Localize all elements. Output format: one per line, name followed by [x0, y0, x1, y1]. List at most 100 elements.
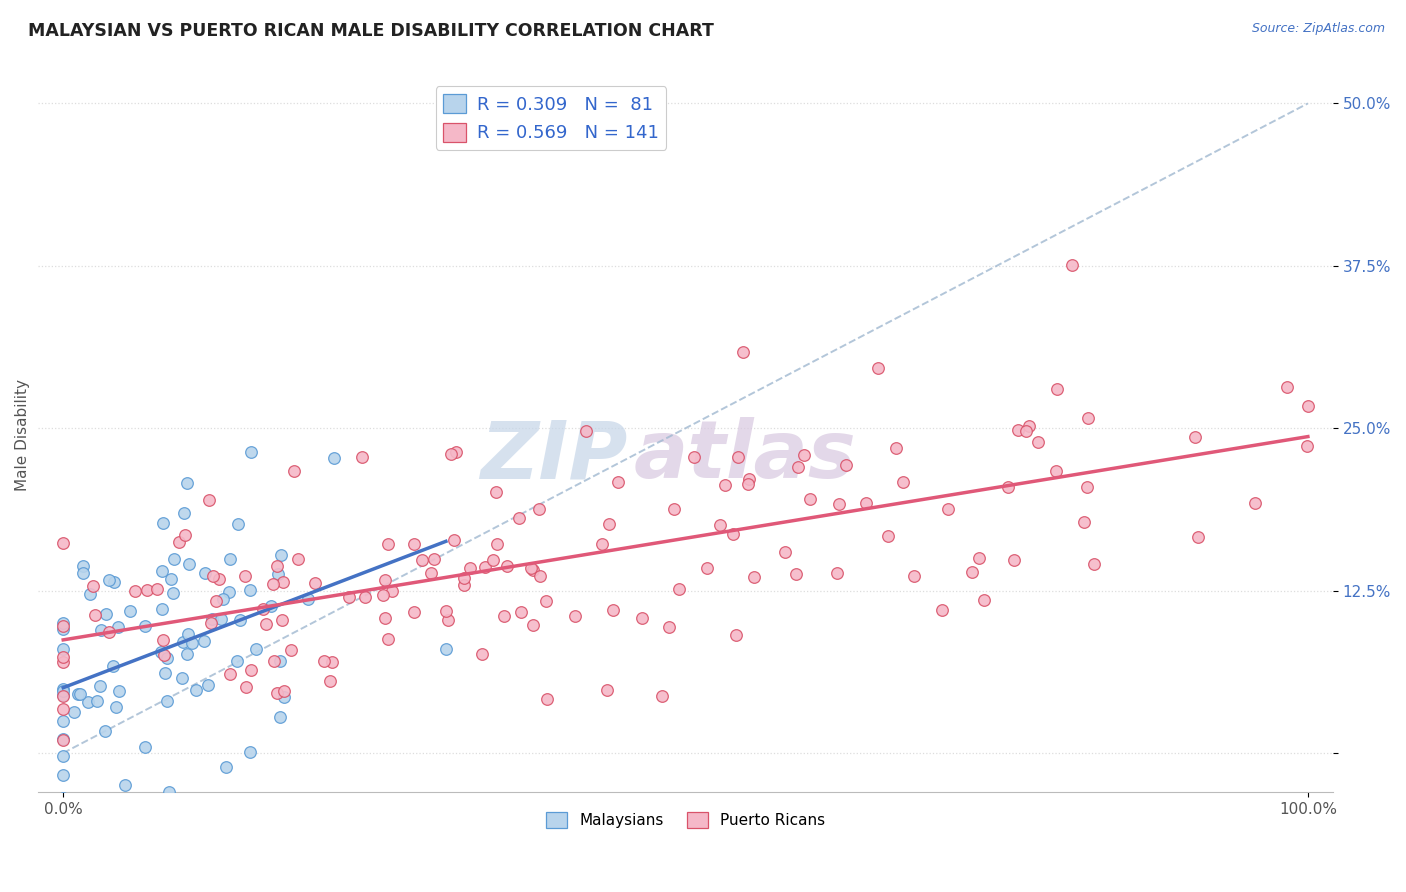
Point [172, 671, 194, 685]
Point [82, 579, 104, 593]
Point [827, 566, 849, 580]
Point [146, 582, 169, 597]
Point [98, 625, 121, 640]
Point [270, 548, 292, 562]
Point [835, 458, 858, 472]
Point [263, 654, 285, 668]
Point [252, 602, 274, 616]
Point [52, 684, 75, 698]
Point [323, 450, 346, 465]
Point [108, 683, 131, 698]
Point [52, 681, 75, 696]
Point [1045, 382, 1067, 396]
Point [893, 475, 915, 489]
Point [960, 565, 983, 579]
Point [373, 588, 395, 602]
Point [173, 528, 195, 542]
Point [63, 705, 86, 719]
Point [177, 627, 200, 641]
Point [152, 516, 174, 530]
Point [440, 447, 463, 461]
Point [262, 576, 284, 591]
Point [83, 607, 105, 622]
Point [828, 497, 851, 511]
Point [903, 569, 925, 583]
Point [52, 615, 75, 630]
Point [1187, 530, 1209, 544]
Point [114, 779, 136, 793]
Point [876, 529, 898, 543]
Point [197, 493, 219, 508]
Point [204, 594, 226, 608]
Point [471, 648, 494, 662]
Point [150, 602, 173, 616]
Point [212, 592, 235, 607]
Point [197, 678, 219, 692]
Point [208, 572, 231, 586]
Point [482, 553, 505, 567]
Point [245, 642, 267, 657]
Point [218, 551, 240, 566]
Point [696, 561, 718, 575]
Point [931, 603, 953, 617]
Point [135, 582, 157, 597]
Point [374, 573, 396, 587]
Point [534, 594, 557, 608]
Point [167, 534, 190, 549]
Point [731, 344, 754, 359]
Point [938, 502, 960, 516]
Point [239, 582, 262, 597]
Point [76, 695, 98, 709]
Point [714, 478, 737, 492]
Point [444, 445, 467, 459]
Point [72, 566, 94, 581]
Point [283, 464, 305, 478]
Point [52, 656, 75, 670]
Point [536, 692, 558, 706]
Point [280, 643, 302, 657]
Point [474, 559, 496, 574]
Point [381, 584, 404, 599]
Point [89, 680, 111, 694]
Point [271, 613, 294, 627]
Point [200, 615, 222, 630]
Point [437, 613, 460, 627]
Point [709, 518, 731, 533]
Point [120, 604, 142, 618]
Point [94, 724, 117, 739]
Point [738, 472, 761, 486]
Point [631, 611, 654, 625]
Point [402, 537, 425, 551]
Point [1083, 557, 1105, 571]
Text: ZIP: ZIP [479, 417, 627, 495]
Point [157, 785, 180, 799]
Point [1077, 410, 1099, 425]
Point [72, 559, 94, 574]
Point [156, 651, 179, 665]
Point [79, 587, 101, 601]
Point [1018, 419, 1040, 434]
Point [52, 688, 75, 702]
Point [172, 635, 194, 649]
Point [266, 686, 288, 700]
Point [1184, 430, 1206, 444]
Point [529, 569, 551, 583]
Point [727, 450, 749, 464]
Point [69, 687, 91, 701]
Point [1296, 439, 1319, 453]
Point [353, 590, 375, 604]
Point [97, 574, 120, 588]
Point [124, 583, 146, 598]
Point [422, 552, 444, 566]
Point [682, 450, 704, 464]
Point [193, 634, 215, 648]
Point [460, 561, 482, 575]
Text: MALAYSIAN VS PUERTO RICAN MALE DISABILITY CORRELATION CHART: MALAYSIAN VS PUERTO RICAN MALE DISABILIT… [28, 22, 714, 40]
Point [337, 590, 360, 604]
Point [239, 745, 262, 759]
Point [443, 533, 465, 547]
Point [436, 604, 458, 618]
Point [319, 674, 342, 689]
Point [218, 585, 240, 599]
Point [374, 611, 396, 625]
